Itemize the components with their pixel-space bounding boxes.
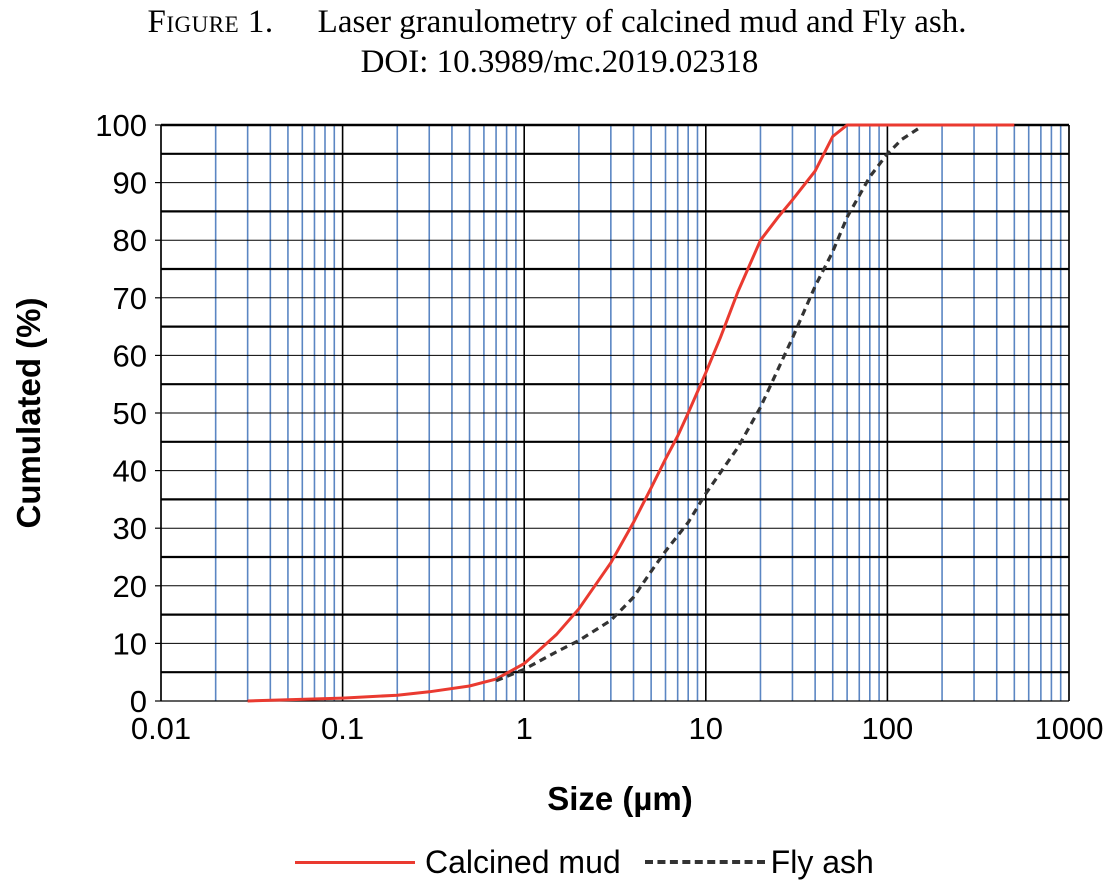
y-tick-label: 70 bbox=[113, 281, 147, 316]
figure-caption: Figure 1. Laser granulometry of calcined … bbox=[0, 2, 1114, 82]
y-tick-label: 40 bbox=[113, 454, 147, 489]
y-tick-label: 30 bbox=[113, 511, 147, 546]
y-axis-title: Cumulated (%) bbox=[10, 298, 47, 529]
x-axis-title: Size (µm) bbox=[547, 780, 693, 817]
x-tick-label: 0.01 bbox=[131, 711, 191, 746]
legend-swatch-calcined-mud bbox=[295, 860, 415, 864]
figure-title: Laser granulometry of calcined mud and F… bbox=[317, 4, 967, 40]
y-tick-label: 60 bbox=[113, 338, 147, 373]
y-tick-label: 20 bbox=[113, 569, 147, 604]
chart-legend: Calcined mud Fly ash bbox=[295, 840, 874, 884]
figure-doi: DOI: 10.3989/mc.2019.02318 bbox=[360, 44, 759, 80]
y-tick-label: 90 bbox=[113, 166, 147, 201]
y-tick-label: 50 bbox=[113, 396, 147, 431]
legend-label-fly-ash: Fly ash bbox=[770, 843, 874, 880]
series-line-calcined-mud bbox=[247, 123, 1015, 703]
legend-label-calcined-mud: Calcined mud bbox=[425, 843, 621, 880]
y-tick-label: 80 bbox=[113, 223, 147, 258]
series-line-fly-ash bbox=[495, 126, 921, 683]
x-tick-label: 0.1 bbox=[321, 711, 364, 746]
y-tick-label: 10 bbox=[113, 626, 147, 661]
x-tick-label: 10 bbox=[689, 711, 723, 746]
y-tick-label: 100 bbox=[95, 108, 147, 143]
x-tick-label: 100 bbox=[862, 711, 914, 746]
figure-label: Figure 1. bbox=[147, 4, 274, 40]
x-tick-label: 1 bbox=[516, 711, 533, 746]
y-tick-label: 0 bbox=[130, 684, 147, 719]
legend-swatch-fly-ash bbox=[644, 860, 765, 864]
x-tick-label: 1000 bbox=[1035, 711, 1104, 746]
